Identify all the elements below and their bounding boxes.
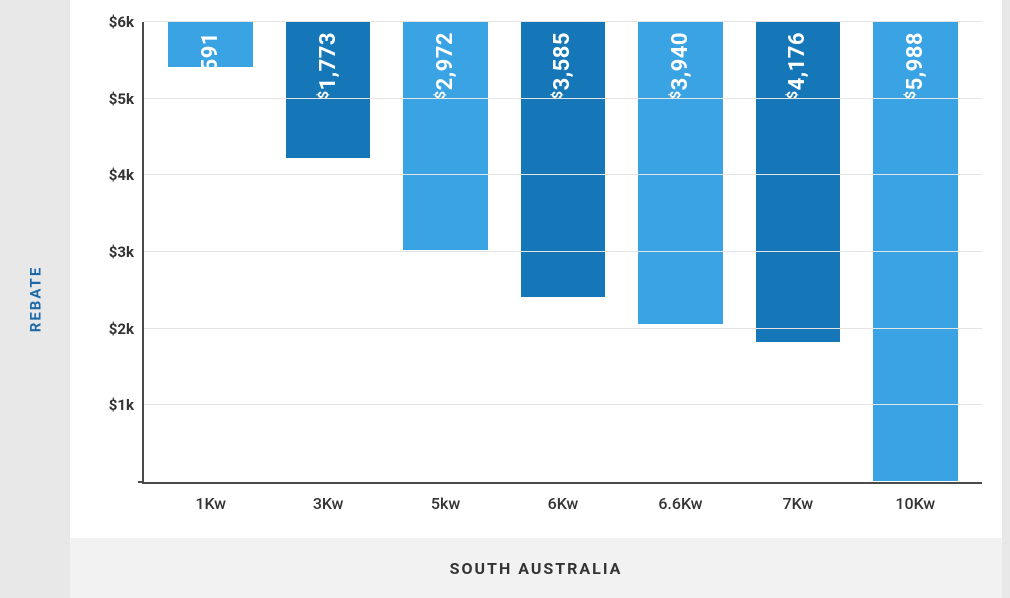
grid-line xyxy=(144,404,982,405)
x-axis-title: SOUTH AUSTRALIA xyxy=(450,559,623,578)
bar-slot: $4,1767Kw xyxy=(739,22,856,482)
bar-slot: $3,5856Kw xyxy=(504,22,621,482)
bar: $3,940 xyxy=(638,22,723,324)
bar-value-label: $2,972 xyxy=(433,22,458,99)
x-tick-label: 1Kw xyxy=(152,482,269,513)
y-tick-label: $2k xyxy=(109,320,144,338)
bar: $591 xyxy=(168,22,253,67)
bar-slot: $2,9725kw xyxy=(387,22,504,482)
grid-line xyxy=(144,251,982,252)
chart-container: REBATE $5911Kw$1,7733Kw$2,9725kw$3,5856K… xyxy=(0,0,1010,598)
bar-slot: $1,7733Kw xyxy=(269,22,386,482)
chart-panel: $5911Kw$1,7733Kw$2,9725kw$3,5856Kw$3,940… xyxy=(70,0,1002,538)
x-axis-title-strip: SOUTH AUSTRALIA xyxy=(70,538,1002,598)
y-axis-label: REBATE xyxy=(26,266,44,333)
grid-line xyxy=(144,98,982,99)
y-tick-label: $6k xyxy=(109,13,144,31)
bar: $4,176 xyxy=(756,22,841,342)
y-tick-label: $3k xyxy=(109,243,144,261)
bar-value-dollar: $ xyxy=(198,71,214,80)
bar-slot: $3,9406.6Kw xyxy=(622,22,739,482)
y-tick-label: $1k xyxy=(109,396,144,414)
bar: $2,972 xyxy=(403,22,488,250)
x-tick-label: 5kw xyxy=(387,482,504,513)
y-axis-label-strip: REBATE xyxy=(0,0,70,598)
x-tick-label: 6Kw xyxy=(504,482,621,513)
bar-value-label: $5,988 xyxy=(903,22,928,99)
grid-line xyxy=(144,328,982,329)
bar-value-label: $3,585 xyxy=(550,22,575,99)
bar: $1,773 xyxy=(286,22,371,158)
y-tick-label: $4k xyxy=(109,166,144,184)
x-tick-label: 3Kw xyxy=(269,482,386,513)
bar-slot: $5911Kw xyxy=(152,22,269,482)
plot-area: $5911Kw$1,7733Kw$2,9725kw$3,5856Kw$3,940… xyxy=(142,22,982,484)
bar-slot: $5,98810Kw xyxy=(857,22,974,482)
bar-value-label: $4,176 xyxy=(785,22,810,99)
x-tick-label: 6.6Kw xyxy=(622,482,739,513)
bar-value-label: $1,773 xyxy=(316,22,341,99)
x-tick-label: 7Kw xyxy=(739,482,856,513)
bar-value-label: $3,940 xyxy=(668,22,693,99)
bar-value-label: $591 xyxy=(198,22,223,80)
grid-line xyxy=(144,21,982,22)
bar: $3,585 xyxy=(521,22,606,297)
x-tick-label: 10Kw xyxy=(857,482,974,513)
y-tick-label: $5k xyxy=(109,90,144,108)
bars-group: $5911Kw$1,7733Kw$2,9725kw$3,5856Kw$3,940… xyxy=(144,22,982,482)
grid-line xyxy=(144,174,982,175)
